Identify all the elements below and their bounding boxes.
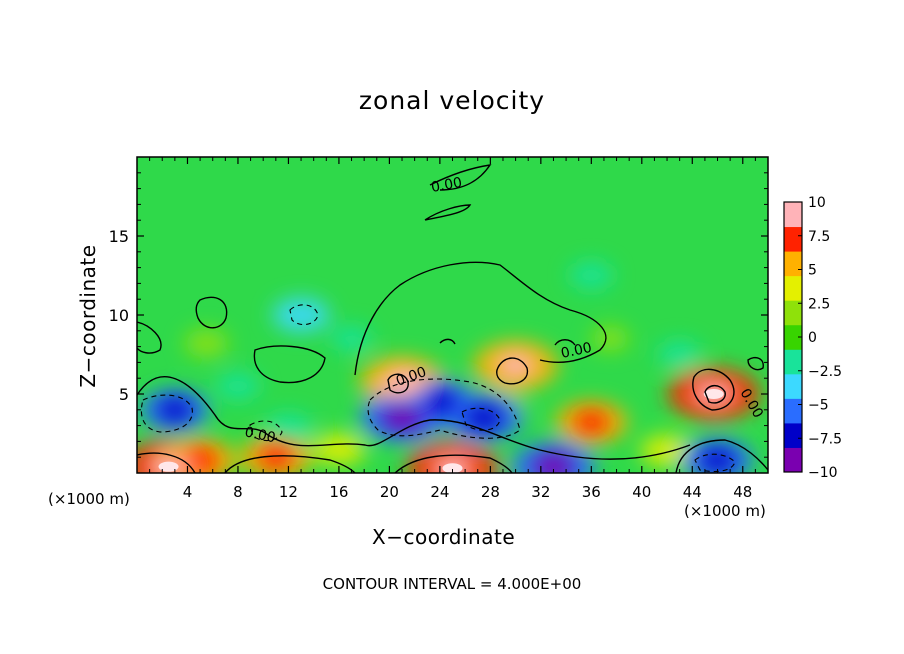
x-unit-label-left: (×1000 m): [48, 490, 130, 508]
colorbar-tick-label: 7.5: [808, 229, 830, 245]
contour-line-dashed: [289, 304, 319, 326]
colorbar-tick-label: 0: [808, 330, 817, 346]
x-tick-label: 4: [183, 483, 193, 501]
contour-line-dashed: [140, 394, 193, 433]
colorbar-tick-label: 2.5: [808, 296, 830, 312]
colorbar-segment: [784, 349, 802, 375]
field-peak: [442, 463, 463, 473]
field-blob-halo: [312, 432, 366, 466]
contour-line: [554, 339, 576, 346]
field-blob-core: [495, 352, 536, 379]
contour-line: [424, 204, 472, 221]
colorbar-tick-label: 10: [808, 195, 826, 211]
field-blob-halo: [184, 329, 229, 358]
colorbar-tick-label: −10: [808, 465, 838, 481]
contour-line: [496, 357, 529, 385]
contour-line-dashed: [249, 420, 283, 441]
contour-label: 0.00: [430, 175, 463, 196]
field-blob-core: [533, 453, 574, 473]
contour-lines: [137, 164, 768, 473]
contour-line: [387, 373, 409, 394]
contour-line: [675, 439, 768, 473]
colorbar-segment: [784, 398, 802, 424]
x-tick-label: 28: [481, 483, 500, 501]
field-peak: [703, 389, 724, 399]
contour-interval-note: CONTOUR INTERVAL = 4.000E+00: [322, 575, 582, 593]
colorbar-segment: [784, 251, 802, 277]
colorbar-segment: [784, 447, 802, 473]
contour-line-dashed: [461, 407, 501, 431]
contour-line-dashed: [367, 378, 521, 439]
x-tick-label: 36: [582, 483, 601, 501]
contour-line: [747, 356, 764, 371]
contour-line: [137, 321, 162, 354]
contour-line: [137, 452, 196, 473]
field-blob-halo: [331, 325, 372, 352]
field-blob-core: [258, 445, 294, 469]
contour-line-dashed: [694, 453, 736, 472]
field-blob-halo: [569, 261, 614, 290]
colorbar-segment: [784, 422, 802, 448]
field-blob-core: [465, 405, 503, 430]
velocity-field: [137, 157, 768, 473]
y-tick-label: 15: [109, 227, 129, 246]
x-tick-label: 12: [279, 483, 298, 501]
x-tick-label: 20: [380, 483, 399, 501]
x-tick-label: 32: [531, 483, 550, 501]
field-blob-core: [381, 368, 423, 395]
colorbar-tick-label: −2.5: [808, 364, 842, 380]
contour-line: [137, 376, 691, 460]
x-tick-label: 44: [683, 483, 702, 501]
field-blob-halo: [215, 372, 260, 401]
x-tick-label: 8: [233, 483, 243, 501]
colorbar-tick-label: 5: [808, 263, 817, 279]
colorbar-segment: [784, 373, 802, 399]
contour-label: 0.00: [560, 340, 594, 362]
contour-line: [429, 164, 492, 191]
y-tick-label: 5: [119, 385, 129, 404]
field-blob-core: [182, 449, 218, 472]
colorbar-segment: [784, 275, 802, 301]
x-tick-label: 16: [329, 483, 348, 501]
chart-title: zonal velocity: [358, 86, 546, 115]
field-blob-core: [700, 449, 735, 472]
field-blob-halo: [272, 297, 330, 333]
field-blob-halo: [657, 340, 702, 369]
field-blob-core: [422, 390, 458, 414]
colorbar: 10 7.5 5 2.5 0 −2.5 −5 −7.5 −10: [783, 195, 842, 481]
field-blob-halo: [263, 413, 314, 445]
field-blob-core: [574, 411, 609, 434]
colorbar-segment: [784, 324, 802, 350]
colorbar-segment: [784, 226, 802, 252]
colorbar-segment: [784, 202, 802, 228]
x-axis-label: X−coordinate: [372, 525, 516, 549]
colorbar-tick-label: −7.5: [808, 431, 842, 447]
colorbar-tick-label: −5: [808, 398, 829, 414]
contour-line: [354, 261, 607, 376]
contour-line: [692, 368, 735, 411]
contour-line: [195, 296, 228, 329]
contour-line: [224, 455, 356, 473]
field-blob-halo: [591, 326, 630, 352]
field-blob-core: [381, 404, 423, 431]
colorbar-segment: [784, 300, 802, 326]
contour-line: [704, 384, 726, 404]
field-cores: [146, 352, 736, 473]
x-unit-label-right: (×1000 m): [684, 502, 766, 520]
contour-line: [253, 345, 326, 384]
field-peak: [158, 461, 179, 472]
contour-line: [394, 454, 513, 473]
x-tick-label: 48: [733, 483, 752, 501]
contour-line: [439, 338, 456, 345]
x-tick-label: 40: [632, 483, 651, 501]
negative-contour-lines: [140, 304, 736, 472]
field-blob-core: [158, 398, 192, 421]
contour-label: 0.00: [243, 424, 277, 446]
y-tick-label: 10: [109, 306, 129, 325]
x-tick-label: 24: [430, 483, 449, 501]
